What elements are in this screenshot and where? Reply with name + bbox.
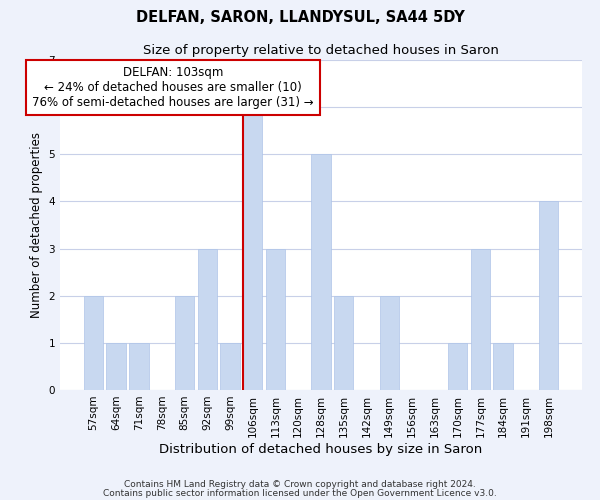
Bar <box>493 343 513 390</box>
Bar <box>470 248 490 390</box>
Bar <box>380 296 399 390</box>
Bar <box>448 343 467 390</box>
Y-axis label: Number of detached properties: Number of detached properties <box>30 132 43 318</box>
Bar <box>106 343 126 390</box>
Text: Contains public sector information licensed under the Open Government Licence v3: Contains public sector information licen… <box>103 489 497 498</box>
Bar <box>197 248 217 390</box>
Bar <box>84 296 103 390</box>
Bar <box>311 154 331 390</box>
Title: Size of property relative to detached houses in Saron: Size of property relative to detached ho… <box>143 44 499 58</box>
Bar <box>175 296 194 390</box>
Bar <box>539 202 558 390</box>
Bar <box>220 343 239 390</box>
Bar <box>243 107 262 390</box>
Text: Contains HM Land Registry data © Crown copyright and database right 2024.: Contains HM Land Registry data © Crown c… <box>124 480 476 489</box>
Bar <box>334 296 353 390</box>
Bar <box>266 248 285 390</box>
X-axis label: Distribution of detached houses by size in Saron: Distribution of detached houses by size … <box>160 442 482 456</box>
Text: DELFAN, SARON, LLANDYSUL, SA44 5DY: DELFAN, SARON, LLANDYSUL, SA44 5DY <box>136 10 464 25</box>
Bar <box>129 343 149 390</box>
Text: DELFAN: 103sqm
← 24% of detached houses are smaller (10)
76% of semi-detached ho: DELFAN: 103sqm ← 24% of detached houses … <box>32 66 314 109</box>
